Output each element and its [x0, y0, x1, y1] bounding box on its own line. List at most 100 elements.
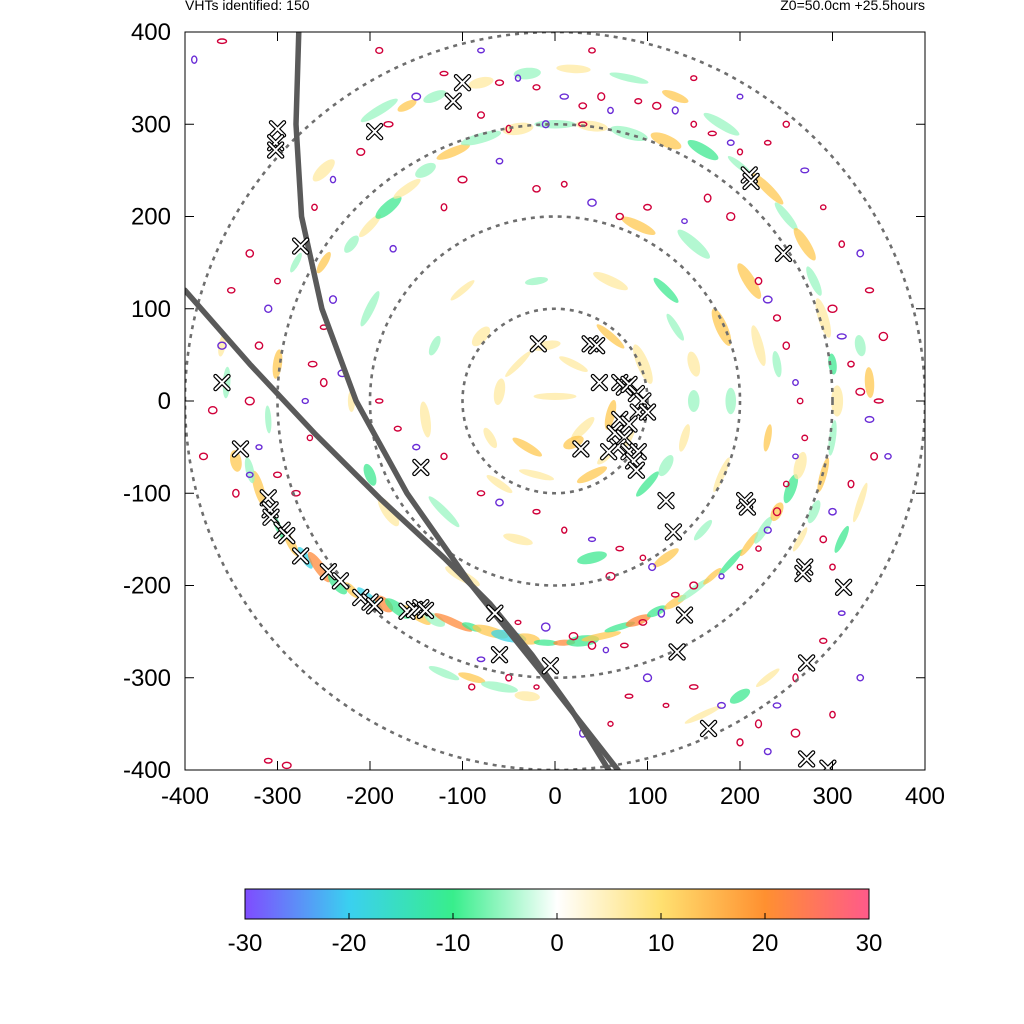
echo-contour — [306, 434, 314, 442]
echo-contour — [533, 684, 540, 690]
y-tick-label: -100 — [123, 480, 171, 507]
reflectivity-patch — [360, 291, 380, 327]
y-tick-label: 100 — [131, 296, 171, 323]
echo-contour — [319, 377, 328, 388]
echo-contour — [226, 287, 236, 294]
echo-contour — [671, 106, 679, 115]
echo-contour — [383, 120, 394, 128]
echo-contour — [792, 379, 799, 387]
echo-contour — [329, 175, 337, 184]
colorbar-tick-label: -20 — [332, 930, 367, 957]
reflectivity-patch — [653, 277, 679, 303]
echo-contour — [440, 203, 448, 212]
colorbar-tick-label: -30 — [228, 930, 263, 957]
echo-contour — [264, 304, 273, 313]
echo-contour — [873, 398, 884, 404]
echo-contour — [762, 295, 773, 304]
reflectivity-patch — [633, 344, 653, 384]
reflectivity-patch — [428, 665, 460, 681]
reflectivity-patch — [486, 474, 513, 494]
vht-marker — [486, 604, 504, 622]
vht-marker — [590, 373, 609, 392]
reflectivity-patch — [783, 474, 799, 504]
x-tick-label: 300 — [812, 783, 852, 810]
echo-contour — [532, 508, 541, 515]
echo-contour — [878, 331, 889, 342]
echo-contour — [190, 55, 198, 64]
echo-contour — [311, 203, 318, 211]
echo-contour — [216, 38, 228, 45]
reflectivity-patch — [687, 139, 719, 161]
reflectivity-patch — [755, 668, 780, 688]
reflectivity-patch — [428, 335, 441, 356]
reflectivity-patch — [636, 471, 659, 497]
echo-contour — [477, 47, 485, 54]
echo-contour — [827, 304, 838, 314]
vht-marker — [352, 588, 370, 607]
echo-contour — [638, 618, 648, 626]
echo-contour — [800, 167, 810, 174]
echo-contour — [232, 488, 240, 498]
reflectivity-patch — [828, 353, 837, 375]
vht-marker — [627, 461, 646, 479]
reflectivity-patch — [703, 567, 722, 585]
reflectivity-patch — [864, 367, 875, 399]
echo-contour — [476, 656, 486, 663]
echo-contour — [356, 147, 366, 157]
reflectivity-patch — [596, 324, 625, 349]
reflectivity-patch — [687, 390, 700, 412]
echo-contour — [772, 507, 782, 517]
reflectivity-patch — [740, 531, 759, 557]
echo-contour — [754, 719, 763, 729]
echo-contour — [412, 443, 421, 451]
reflectivity-patch — [662, 90, 689, 104]
echo-contour — [828, 507, 837, 516]
x-tick-label: 200 — [720, 783, 760, 810]
echo-contour — [681, 218, 688, 225]
vht-marker — [266, 141, 285, 159]
x-tick-label: -400 — [161, 783, 209, 810]
range-ring — [276, 122, 834, 680]
vht-marker — [213, 373, 231, 392]
reflectivity-patch — [770, 502, 784, 522]
reflectivity-patch — [458, 672, 486, 684]
echo-contour — [819, 204, 827, 211]
echo-contour — [476, 490, 486, 497]
y-tick-label: 200 — [131, 204, 171, 231]
reflectivity-patch — [658, 454, 674, 477]
echo-contour — [602, 646, 610, 654]
echo-contour — [597, 92, 606, 102]
vht-marker — [634, 392, 652, 410]
vht-marker — [797, 750, 816, 768]
echo-contour — [587, 198, 597, 207]
reflectivity-patch — [815, 298, 832, 338]
echo-contour — [393, 425, 402, 432]
echo-contour — [763, 747, 772, 756]
range-rings — [185, 32, 925, 770]
reflectivity-patch — [251, 470, 267, 507]
reflectivity-patch — [752, 173, 784, 205]
echo-contour — [619, 642, 629, 649]
echo-contour — [254, 341, 264, 350]
vht-marker — [834, 578, 853, 597]
reflectivity-patch — [559, 356, 588, 372]
track-line — [185, 287, 612, 770]
echo-contour — [763, 526, 772, 534]
echo-contour — [864, 415, 875, 423]
echo-contour — [707, 130, 717, 137]
x-tick-label: -300 — [253, 783, 301, 810]
vht-marker — [794, 564, 812, 583]
height-time-label: Z0=50.0cm +25.5hours — [780, 0, 925, 13]
echo-contour — [801, 434, 809, 442]
reflectivity-patch — [713, 457, 730, 493]
reflectivity-patch — [581, 631, 622, 642]
echo-contour — [494, 79, 505, 87]
vht-marker — [668, 643, 686, 661]
echo-contour — [796, 397, 804, 405]
echo-contour — [736, 738, 744, 747]
vht-marker — [606, 424, 624, 442]
reflectivity-patch — [265, 405, 272, 434]
echo-contour — [651, 101, 662, 110]
echo-contour — [559, 93, 570, 100]
echo-contour — [755, 545, 762, 552]
